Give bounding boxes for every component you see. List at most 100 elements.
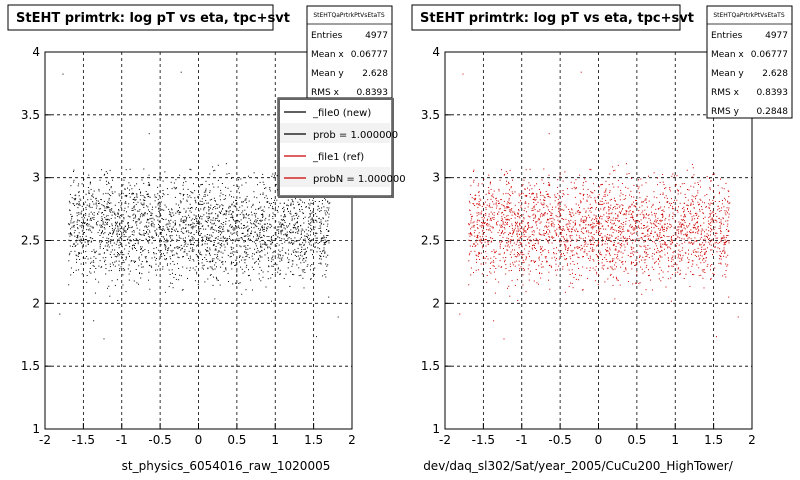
- data-point: [279, 269, 281, 271]
- data-point: [118, 253, 119, 254]
- data-point: [117, 239, 118, 241]
- data-point: [647, 235, 649, 237]
- data-point: [299, 254, 301, 256]
- data-point: [73, 198, 75, 200]
- data-point: [201, 204, 203, 205]
- data-point: [468, 233, 470, 235]
- data-point: [237, 235, 239, 237]
- data-point: [139, 199, 141, 201]
- data-point: [478, 195, 480, 197]
- data-point: [272, 252, 274, 254]
- data-point: [721, 252, 723, 254]
- data-point: [564, 258, 566, 260]
- data-point: [619, 284, 621, 286]
- data-point: [198, 222, 200, 224]
- data-point: [258, 263, 259, 265]
- data-point: [671, 257, 673, 258]
- data-point: [262, 229, 264, 231]
- data-point: [80, 252, 82, 254]
- data-point: [133, 280, 135, 282]
- data-point: [209, 254, 211, 256]
- data-point: [90, 188, 92, 190]
- data-point: [520, 194, 522, 196]
- data-point: [280, 273, 281, 275]
- data-point: [592, 247, 593, 249]
- data-point: [209, 199, 211, 201]
- data-point: [716, 215, 718, 217]
- data-point: [554, 196, 556, 198]
- data-point: [538, 283, 539, 285]
- data-point: [690, 232, 692, 234]
- data-point: [159, 205, 161, 207]
- data-point: [493, 265, 495, 267]
- data-point: [326, 265, 328, 267]
- data-point: [210, 221, 212, 223]
- data-point: [685, 235, 687, 236]
- data-point: [183, 251, 185, 253]
- data-point: [246, 213, 247, 215]
- data-point: [262, 173, 264, 175]
- data-point: [709, 213, 711, 215]
- data-point: [613, 186, 615, 188]
- data-point: [225, 218, 227, 219]
- data-point: [619, 195, 621, 197]
- data-point: [536, 227, 538, 229]
- data-point: [236, 271, 238, 273]
- data-point: [129, 270, 131, 272]
- data-point: [517, 216, 519, 217]
- data-point: [279, 260, 281, 262]
- data-point: [247, 248, 249, 250]
- data-point: [199, 221, 201, 223]
- data-point: [707, 237, 708, 239]
- data-point: [281, 238, 283, 240]
- data-point: [73, 224, 75, 226]
- data-point: [476, 239, 478, 241]
- data-point: [505, 273, 507, 275]
- data-point: [626, 238, 628, 240]
- data-point: [118, 233, 120, 235]
- data-point: [680, 225, 682, 227]
- data-point: [78, 183, 80, 185]
- data-point: [604, 257, 606, 259]
- data-point: [304, 252, 306, 254]
- data-point: [717, 205, 719, 207]
- data-point: [74, 205, 76, 206]
- data-point: [167, 241, 169, 243]
- data-point: [266, 236, 268, 237]
- data-point: [614, 254, 616, 255]
- data-point: [648, 275, 649, 277]
- data-point: [235, 225, 237, 227]
- data-point: [202, 243, 203, 245]
- data-point: [190, 232, 192, 234]
- data-point: [592, 267, 594, 269]
- data-point: [220, 244, 222, 246]
- data-point: [501, 218, 503, 220]
- data-point: [141, 254, 143, 256]
- data-point: [597, 240, 599, 242]
- data-point: [233, 201, 234, 203]
- data-point: [270, 204, 271, 206]
- data-point: [680, 215, 682, 217]
- data-point: [157, 179, 159, 181]
- data-point: [503, 214, 505, 216]
- data-point: [170, 214, 172, 216]
- data-point: [531, 188, 533, 190]
- data-point: [720, 232, 722, 234]
- data-point: [78, 212, 80, 214]
- data-point: [145, 239, 147, 241]
- data-point: [135, 221, 137, 223]
- data-point: [159, 241, 161, 243]
- data-point: [194, 190, 196, 192]
- data-point: [129, 239, 131, 241]
- data-point: [115, 260, 117, 262]
- data-point: [606, 234, 608, 235]
- data-point: [128, 193, 130, 194]
- data-point: [327, 230, 329, 232]
- data-point: [205, 188, 207, 190]
- data-point: [185, 220, 187, 222]
- data-point: [602, 183, 603, 185]
- data-point: [324, 197, 326, 199]
- data-point: [614, 268, 616, 270]
- data-point: [106, 218, 108, 220]
- data-point: [213, 244, 215, 245]
